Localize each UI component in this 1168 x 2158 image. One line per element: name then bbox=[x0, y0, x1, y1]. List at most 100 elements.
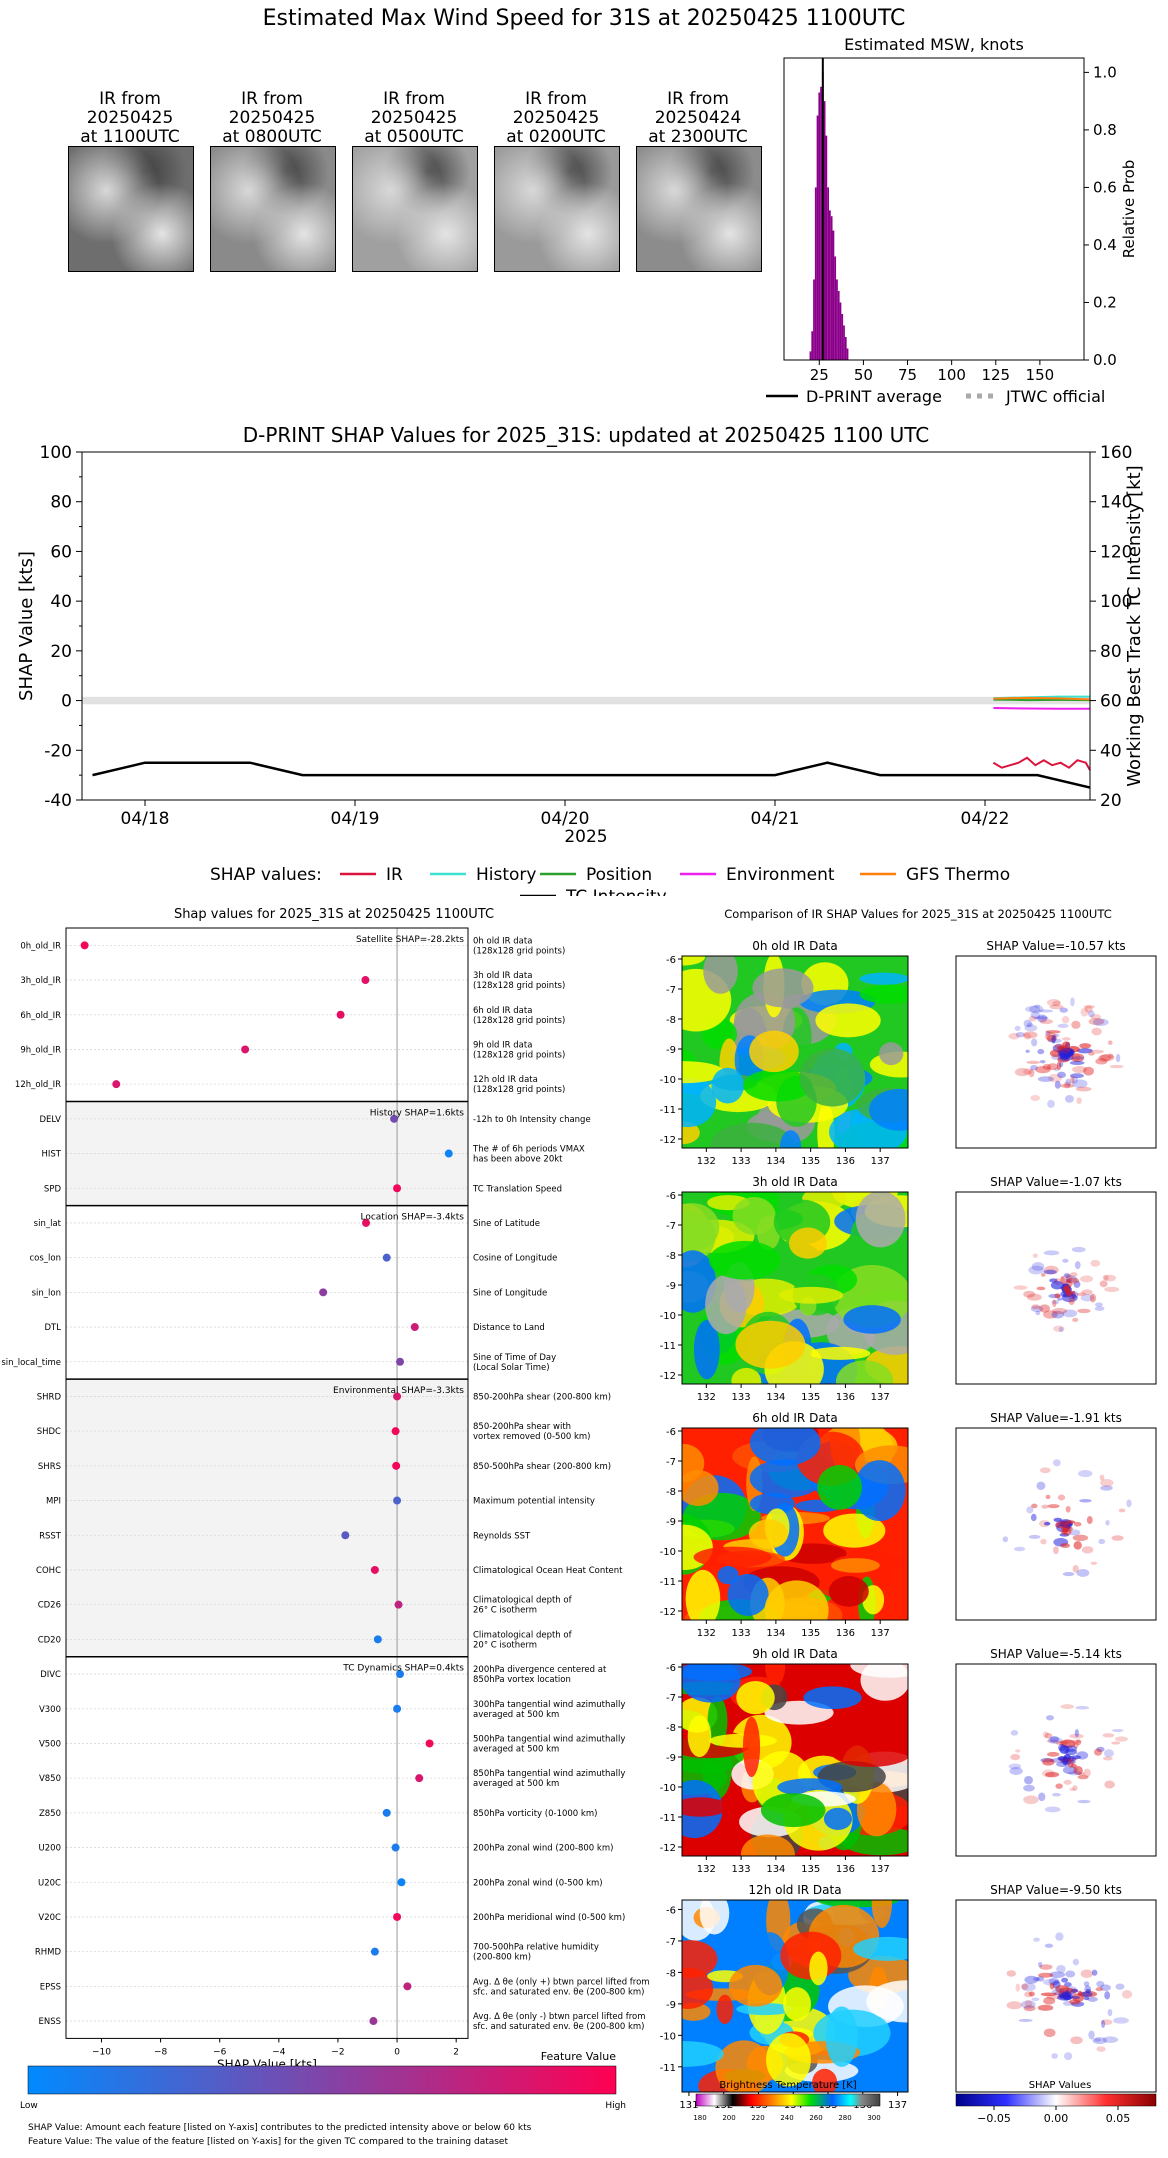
shap-speckle bbox=[1099, 1280, 1108, 1288]
ir-thumbnail-caption-line: IR from bbox=[525, 89, 587, 109]
histogram-frame bbox=[783, 57, 1085, 361]
ir-image bbox=[682, 1664, 908, 1856]
ir-xtick-label: 136 bbox=[836, 1156, 855, 1167]
right-ytick-label: 140 bbox=[1100, 493, 1132, 513]
shap-speckle bbox=[1061, 1528, 1072, 1536]
feature-xtick-label: −4 bbox=[272, 2047, 286, 2057]
shap-speckle bbox=[1063, 1273, 1071, 1278]
ir-thumbnail-caption-line: IR from bbox=[99, 89, 161, 109]
histogram-bar bbox=[830, 216, 833, 360]
ir-ytick-label: -7 bbox=[666, 1457, 676, 1468]
shap-panel-title: SHAP Value=-1.07 kts bbox=[990, 1175, 1122, 1189]
group-shap-label: Location SHAP=-3.4kts bbox=[360, 1213, 464, 1223]
ir-ytick-label: -11 bbox=[660, 1105, 676, 1116]
shap-speckle bbox=[1052, 1792, 1061, 1797]
shap-speckle bbox=[1084, 1005, 1093, 1013]
shap-panel-title: SHAP Value=-1.91 kts bbox=[990, 1411, 1122, 1425]
shap-speckle bbox=[1044, 1943, 1054, 1948]
shap-panel-frame bbox=[955, 1663, 1157, 1857]
histogram-bar bbox=[829, 210, 831, 360]
shap-speckle bbox=[1056, 1520, 1073, 1525]
right-ytick-label: 80 bbox=[1100, 642, 1122, 662]
shap-speckle bbox=[1025, 1006, 1041, 1013]
ir-xtick-label: 132 bbox=[697, 1628, 716, 1639]
feature-xtick-label: −6 bbox=[213, 2047, 227, 2057]
ir-cloud-blob bbox=[699, 1900, 730, 1935]
shap-colorbar-tick: 0.05 bbox=[1106, 2112, 1131, 2125]
ir-cloud-blob bbox=[682, 1967, 714, 2009]
shap-speckle bbox=[1037, 1014, 1048, 1023]
shap-speckle bbox=[1040, 1538, 1047, 1545]
feature-shap-dot bbox=[403, 1982, 412, 1991]
feature-shap-dot bbox=[397, 1878, 406, 1887]
xtick-label: 04/22 bbox=[961, 809, 1010, 829]
feature-description: averaged at 500 km bbox=[473, 1779, 559, 1789]
feature-name-label: V850 bbox=[39, 1774, 61, 1784]
ir-cloud-blob bbox=[716, 1994, 734, 2025]
ir-thumbnail-caption: IR from 20250425 at 0800UTC bbox=[202, 90, 342, 147]
shap-speckle bbox=[1008, 1033, 1020, 1040]
feature-xtick-label: 0 bbox=[394, 2047, 400, 2057]
legend-label: History bbox=[476, 865, 536, 885]
shap-speckle bbox=[1053, 1517, 1063, 1522]
feature-xtick-label: −10 bbox=[92, 2047, 111, 2057]
ir-xtick-label: 133 bbox=[732, 1628, 751, 1639]
shap-speckle bbox=[1111, 1535, 1124, 1541]
shap-speckle bbox=[1091, 1027, 1102, 1036]
ir-ytick-label: -6 bbox=[666, 1663, 676, 1674]
feature-name-label: DIVC bbox=[40, 1670, 61, 1680]
feature-shap-dot bbox=[415, 1774, 424, 1783]
feature-description: The # of 6h periods VMAX bbox=[472, 1145, 585, 1155]
feature-name-label: DTL bbox=[45, 1323, 62, 1333]
ir-cloud-blob bbox=[830, 1735, 908, 1767]
feature-shap-dot bbox=[341, 1531, 350, 1540]
histogram-xtick-label: 125 bbox=[981, 366, 1010, 384]
shap-speckle bbox=[1058, 1326, 1064, 1333]
feature-shap-dot bbox=[392, 1461, 401, 1470]
feature-description: averaged at 500 km bbox=[473, 1744, 559, 1754]
shap-colorbar-title: SHAP Values bbox=[1029, 2080, 1092, 2091]
ir-ytick-label: -9 bbox=[666, 2000, 676, 2011]
shap-speckle bbox=[1059, 1994, 1067, 1998]
shap-panel-frame bbox=[955, 1427, 1157, 1621]
shap-speckle bbox=[1101, 2019, 1106, 2028]
shap-speckle bbox=[1057, 1046, 1071, 1054]
shap-speckle bbox=[1064, 1274, 1073, 1283]
feature-shap-dot bbox=[410, 1323, 419, 1332]
shap-speckle bbox=[1024, 1991, 1033, 1998]
shap-speckle bbox=[1083, 1066, 1094, 1076]
shap-speckle bbox=[1058, 1050, 1074, 1058]
feature-shap-dot bbox=[425, 1739, 434, 1748]
shap-speckle bbox=[1029, 1005, 1044, 1014]
ir-cloud-blob bbox=[859, 984, 908, 1004]
shap-speckle bbox=[1061, 1521, 1071, 1527]
shap-speckle bbox=[1034, 1016, 1049, 1020]
shap-speckle bbox=[1067, 1771, 1082, 1776]
feature-description: (128x128 grid points) bbox=[473, 946, 565, 956]
ir-cloud-blob bbox=[853, 1460, 906, 1522]
shap-speckle bbox=[1024, 2000, 1033, 2007]
shap-speckle bbox=[1090, 1014, 1102, 1020]
feature-shap-dot bbox=[382, 1253, 391, 1262]
ir-ytick-label: -9 bbox=[666, 1281, 676, 1292]
shap-speckle bbox=[1088, 2030, 1095, 2040]
shap-speckle bbox=[1045, 1494, 1051, 1500]
ir-thumbnail-caption: IR from 20250425 at 0200UTC bbox=[486, 90, 626, 147]
group-shap-label: History SHAP=1.6kts bbox=[370, 1109, 465, 1119]
shap-speckle bbox=[1105, 1519, 1110, 1526]
ir-ytick-label: -12 bbox=[660, 1607, 676, 1618]
feature-description: (128x128 grid points) bbox=[473, 1016, 565, 1026]
shap-speckle bbox=[1078, 1772, 1085, 1776]
ir-xtick-label: 134 bbox=[766, 1392, 785, 1403]
shap-speckle bbox=[1042, 1978, 1059, 1986]
shap-speckle bbox=[1055, 1932, 1064, 1941]
shap-speckle bbox=[1092, 2037, 1107, 2045]
feature-shap-dot bbox=[393, 1184, 402, 1193]
shap-colorbar-tick: −0.05 bbox=[977, 2112, 1011, 2125]
shap-speckle bbox=[1107, 2009, 1113, 2017]
shap-speckle bbox=[1072, 1564, 1079, 1573]
timeseries-title: D-PRINT SHAP Values for 2025_31S: update… bbox=[243, 423, 930, 447]
right-ytick-label: 60 bbox=[1100, 692, 1122, 712]
ir-xtick-label: 134 bbox=[766, 1628, 785, 1639]
ir-cloud-blob bbox=[685, 1569, 721, 1620]
